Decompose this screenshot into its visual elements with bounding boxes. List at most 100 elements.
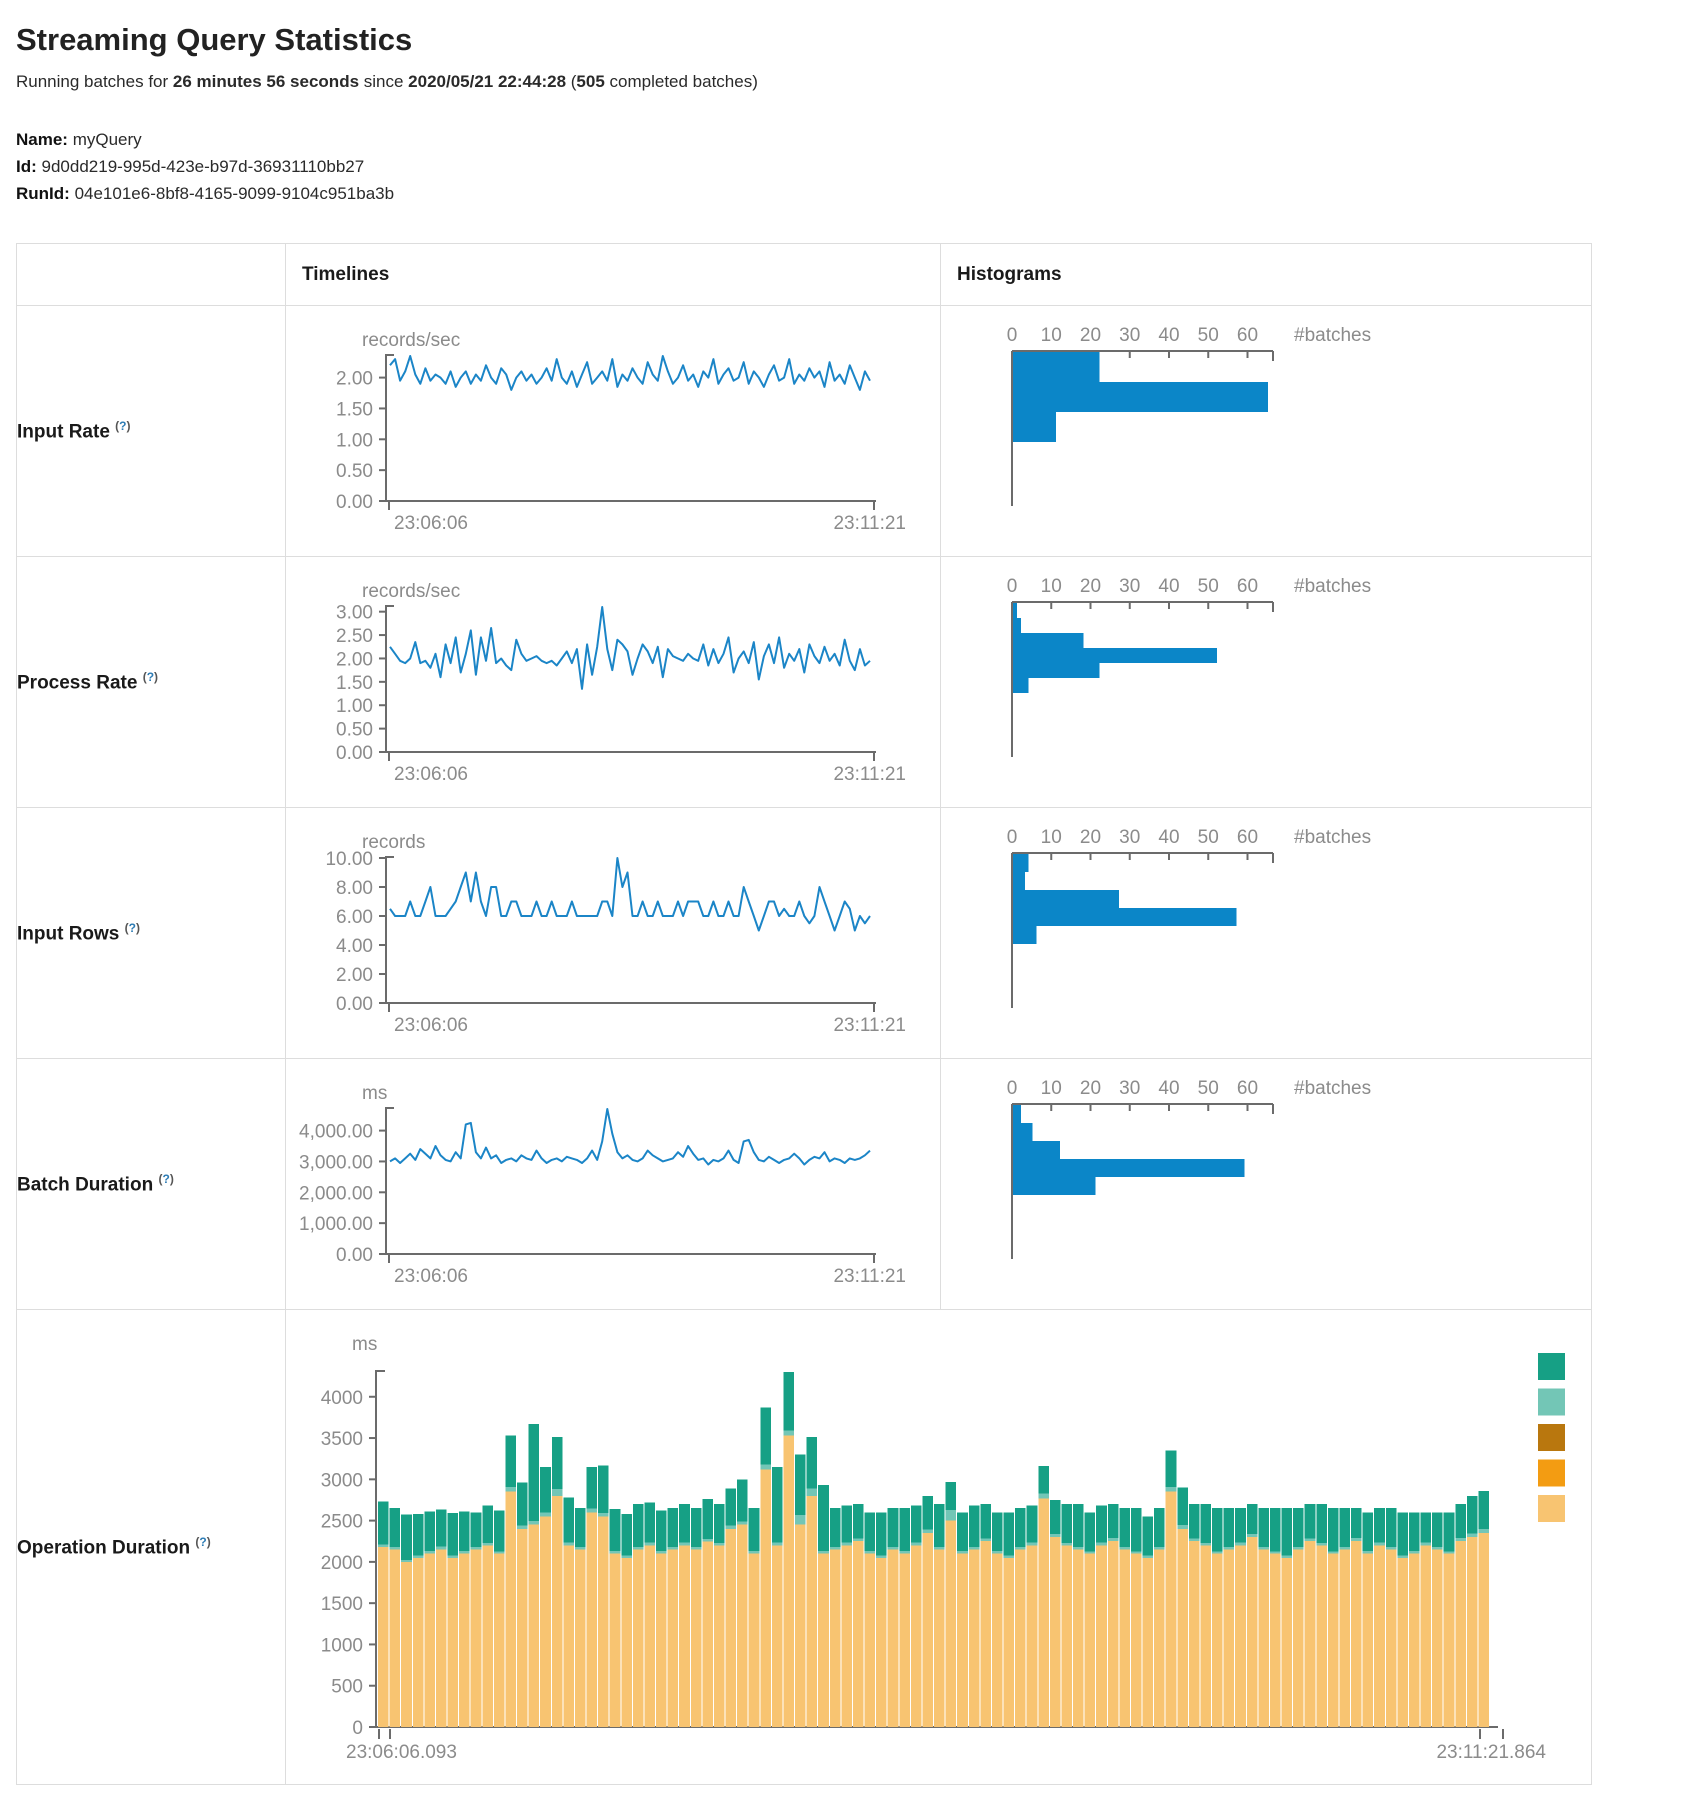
input-rows-help-icon[interactable]: (?) xyxy=(124,920,141,935)
svg-text:23:06:06: 23:06:06 xyxy=(394,513,468,534)
running-batches-summary: Running batches for 26 minutes 56 second… xyxy=(16,72,1677,92)
svg-text:0: 0 xyxy=(352,1718,363,1739)
query-id-label: Id: xyxy=(16,157,37,176)
svg-text:23:11:21: 23:11:21 xyxy=(833,1266,906,1287)
page-title: Streaming Query Statistics xyxy=(16,22,413,57)
input-rate-histogram-chart: 0 10 20 30 40 50 60 #batches xyxy=(1007,325,1371,506)
svg-text:50: 50 xyxy=(1198,1078,1219,1099)
svg-text:10: 10 xyxy=(1041,325,1062,346)
subtitle-suffix: completed batches) xyxy=(604,72,758,91)
svg-text:50: 50 xyxy=(1198,325,1219,346)
svg-text:2.00: 2.00 xyxy=(336,369,373,390)
batch-duration-histogram-chart: 0 10 20 30 40 50 60 #batches xyxy=(1007,1078,1371,1259)
table-row: Batch Duration (?) ms 0.00 1,000.00 2,000.0… xyxy=(16,1058,1592,1310)
operation-duration-chart-cell: ms 0 500 1000 1500 2000 2500 3000 3500 4000 23:06:… xyxy=(285,1309,1592,1785)
svg-text:23:11:21: 23:11:21 xyxy=(833,513,906,534)
table-header-row: Timelines Histograms xyxy=(16,243,1592,306)
batch-duration-help-icon[interactable]: (?) xyxy=(158,1171,174,1186)
svg-text:40: 40 xyxy=(1158,576,1179,597)
input-rows-histogram-chart: 0 10 20 30 40 50 60 #batches xyxy=(1007,827,1371,1008)
process-rate-label-cell: Process Rate (?) xyxy=(16,556,286,808)
query-metadata: Name: myQuery Id: 9d0dd219-995d-423e-b97… xyxy=(16,126,1677,207)
svg-text:23:06:06: 23:06:06 xyxy=(394,1266,468,1287)
table-row: Process Rate (?) records/sec 0.00 0.50 1.00… xyxy=(16,556,1592,808)
svg-text:20: 20 xyxy=(1080,325,1101,346)
input-rows-timeline-chart: records 0.00 2.00 4.00 6.00 8.00 10.00 23:06:06… xyxy=(325,832,906,1036)
input-rate-label: Input Rate xyxy=(17,421,110,443)
svg-text:1.00: 1.00 xyxy=(336,696,373,717)
svg-text:2.50: 2.50 xyxy=(336,626,373,647)
svg-text:0.50: 0.50 xyxy=(336,461,373,482)
svg-text:10: 10 xyxy=(1041,576,1062,597)
subtitle-mid: since xyxy=(359,72,409,91)
svg-text:3.00: 3.00 xyxy=(336,603,373,624)
svg-text:1000: 1000 xyxy=(321,1635,363,1656)
batch-duration-timeline-chart: ms 0.00 1,000.00 2,000.00 3,000.00 4,000.00 23… xyxy=(299,1083,906,1287)
svg-text:30: 30 xyxy=(1119,827,1140,848)
svg-text:0.00: 0.00 xyxy=(336,1245,373,1266)
input-rows-label-cell: Input Rows (?) xyxy=(16,807,286,1059)
svg-text:60: 60 xyxy=(1237,576,1258,597)
svg-text:#batches: #batches xyxy=(1294,576,1371,597)
input-rows-label: Input Rows xyxy=(17,923,120,945)
operation-duration-label-cell: Operation Duration (?) xyxy=(16,1309,286,1785)
svg-text:50: 50 xyxy=(1198,827,1219,848)
corner-header-cell xyxy=(16,243,286,306)
svg-text:2500: 2500 xyxy=(321,1512,363,1533)
svg-text:0.50: 0.50 xyxy=(336,720,373,741)
operation-duration-help-icon[interactable]: (?) xyxy=(195,1534,211,1549)
svg-text:ms: ms xyxy=(352,1334,377,1355)
query-runid-label: RunId: xyxy=(16,184,70,203)
statistics-table: Timelines Histograms Input Rate (?) reco… xyxy=(16,243,1592,1785)
process-rate-label: Process Rate xyxy=(17,672,138,694)
svg-text:1.50: 1.50 xyxy=(336,399,373,420)
svg-text:4,000.00: 4,000.00 xyxy=(299,1122,373,1143)
svg-text:10.00: 10.00 xyxy=(325,849,373,870)
svg-text:records/sec: records/sec xyxy=(362,581,460,602)
input-rate-timeline-cell: records/sec 0.00 0.50 1.00 1.50 2.00 23:06:06 2… xyxy=(285,305,941,557)
svg-text:40: 40 xyxy=(1158,827,1179,848)
svg-text:0: 0 xyxy=(1007,827,1018,848)
histograms-header: Histograms xyxy=(940,243,1592,306)
svg-text:50: 50 xyxy=(1198,576,1219,597)
svg-text:1.50: 1.50 xyxy=(336,673,373,694)
process-rate-timeline-cell: records/sec 0.00 0.50 1.00 1.50 2.00 2.50 3.00 2… xyxy=(285,556,941,808)
query-id-value: 9d0dd219-995d-423e-b97d-36931110bb27 xyxy=(41,157,365,176)
process-rate-histogram-cell: 0 10 20 30 40 50 60 #batches xyxy=(940,556,1592,808)
input-rows-timeline-cell: records 0.00 2.00 4.00 6.00 8.00 10.00 23:06:06… xyxy=(285,807,941,1059)
start-timestamp: 2020/05/21 22:44:28 xyxy=(408,72,567,91)
svg-text:1,000.00: 1,000.00 xyxy=(299,1214,373,1235)
svg-text:20: 20 xyxy=(1080,1078,1101,1099)
svg-text:4.00: 4.00 xyxy=(336,936,373,957)
svg-text:0.00: 0.00 xyxy=(336,743,373,764)
subtitle-paren: ( xyxy=(566,72,577,91)
process-rate-help-icon[interactable]: (?) xyxy=(142,669,159,684)
svg-text:0: 0 xyxy=(1007,325,1018,346)
svg-text:23:11:21: 23:11:21 xyxy=(833,764,906,785)
svg-text:records: records xyxy=(362,832,425,853)
svg-text:#batches: #batches xyxy=(1294,827,1371,848)
svg-text:23:06:06: 23:06:06 xyxy=(394,1015,468,1036)
svg-text:#batches: #batches xyxy=(1294,1078,1371,1099)
svg-text:1.00: 1.00 xyxy=(336,430,373,451)
svg-text:8.00: 8.00 xyxy=(336,878,373,899)
svg-text:30: 30 xyxy=(1119,576,1140,597)
svg-text:3,000.00: 3,000.00 xyxy=(299,1152,373,1173)
table-row: Input Rate (?) records/sec 0.00 0.50 1.00 1.… xyxy=(16,305,1592,557)
batch-duration-timeline-cell: ms 0.00 1,000.00 2,000.00 3,000.00 4,000.00 23… xyxy=(285,1058,941,1310)
query-name-value: myQuery xyxy=(72,130,142,149)
svg-text:60: 60 xyxy=(1237,1078,1258,1099)
svg-text:0: 0 xyxy=(1007,1078,1018,1099)
query-name-row: Name: myQuery xyxy=(16,126,1677,153)
process-rate-histogram-chart: 0 10 20 30 40 50 60 #batches xyxy=(1007,576,1371,757)
process-rate-timeline-chart: records/sec 0.000.50 1.001.50 2.002.503.00 2… xyxy=(336,581,906,785)
svg-text:23:11:21: 23:11:21 xyxy=(833,1015,906,1036)
input-rate-help-icon[interactable]: (?) xyxy=(115,418,131,433)
batch-duration-label-cell: Batch Duration (?) xyxy=(16,1058,286,1310)
svg-text:ms: ms xyxy=(362,1083,387,1104)
svg-text:20: 20 xyxy=(1080,827,1101,848)
svg-text:3000: 3000 xyxy=(321,1470,363,1491)
svg-text:4000: 4000 xyxy=(321,1388,363,1409)
svg-text:1500: 1500 xyxy=(321,1594,363,1615)
completed-batches-count: 505 xyxy=(576,72,605,91)
